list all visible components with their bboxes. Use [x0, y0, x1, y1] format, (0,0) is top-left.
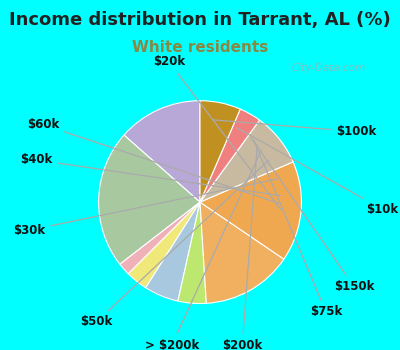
Text: $200k: $200k — [222, 145, 262, 350]
Text: $150k: $150k — [251, 138, 374, 293]
Text: $40k: $40k — [20, 153, 280, 196]
Text: Income distribution in Tarrant, AL (%): Income distribution in Tarrant, AL (%) — [9, 10, 391, 28]
Text: $75k: $75k — [254, 140, 342, 318]
Wedge shape — [178, 202, 206, 303]
Text: City-Data.com: City-Data.com — [291, 63, 366, 73]
Text: > $200k: > $200k — [145, 150, 261, 350]
Wedge shape — [124, 101, 200, 202]
Wedge shape — [99, 135, 200, 264]
Wedge shape — [200, 109, 260, 202]
Wedge shape — [146, 202, 200, 301]
Wedge shape — [120, 202, 200, 274]
Wedge shape — [128, 202, 200, 288]
Wedge shape — [200, 202, 284, 303]
Text: $50k: $50k — [80, 160, 269, 328]
Wedge shape — [200, 120, 293, 202]
Text: $100k: $100k — [212, 120, 377, 138]
Text: White residents: White residents — [132, 40, 268, 55]
Text: $10k: $10k — [237, 128, 398, 216]
Text: $20k: $20k — [153, 55, 281, 210]
Text: $60k: $60k — [27, 118, 280, 204]
Text: $30k: $30k — [13, 179, 277, 237]
Wedge shape — [200, 101, 240, 202]
Wedge shape — [200, 162, 301, 259]
